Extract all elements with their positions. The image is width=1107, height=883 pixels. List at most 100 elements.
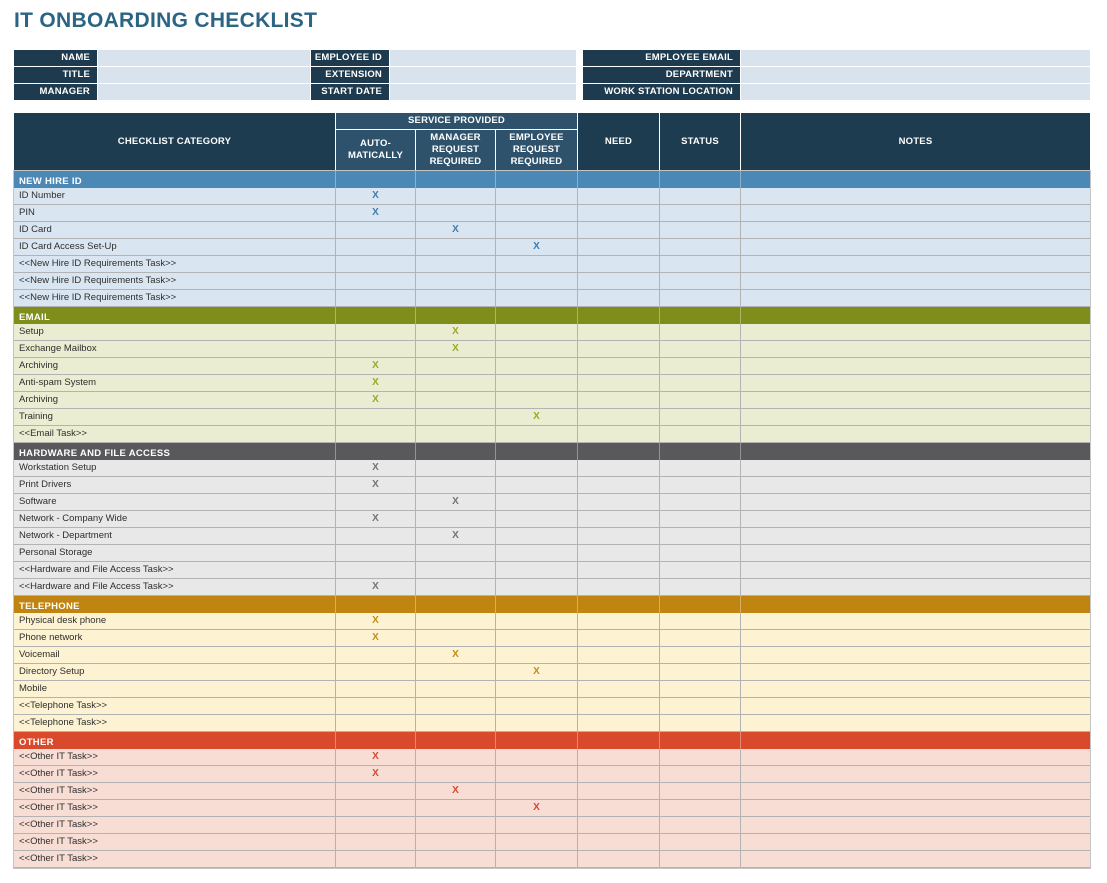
- cell-manager-request[interactable]: [416, 579, 496, 596]
- cell-notes[interactable]: [741, 630, 1090, 647]
- cell-manager-request[interactable]: [416, 477, 496, 494]
- row-label[interactable]: <<New Hire ID Requirements Task>>: [14, 273, 336, 290]
- cell-status[interactable]: [660, 205, 741, 222]
- cell-status[interactable]: [660, 494, 741, 511]
- row-label[interactable]: Voicemail: [14, 647, 336, 664]
- row-label[interactable]: PIN: [14, 205, 336, 222]
- cell-employee-request[interactable]: [496, 256, 578, 273]
- cell-employee-request[interactable]: X: [496, 409, 578, 426]
- cell-notes[interactable]: [741, 511, 1090, 528]
- cell-employee-request[interactable]: [496, 783, 578, 800]
- row-label[interactable]: <<Telephone Task>>: [14, 698, 336, 715]
- cell-notes[interactable]: [741, 358, 1090, 375]
- cell-notes[interactable]: [741, 222, 1090, 239]
- cell-automatically[interactable]: [336, 681, 416, 698]
- row-label[interactable]: ID Number: [14, 188, 336, 205]
- row-label[interactable]: Personal Storage: [14, 545, 336, 562]
- row-label[interactable]: Archiving: [14, 392, 336, 409]
- cell-automatically[interactable]: [336, 273, 416, 290]
- employee-email-input[interactable]: [741, 50, 1090, 66]
- cell-notes[interactable]: [741, 324, 1090, 341]
- row-label[interactable]: Workstation Setup: [14, 460, 336, 477]
- row-label[interactable]: Mobile: [14, 681, 336, 698]
- cell-employee-request[interactable]: [496, 426, 578, 443]
- cell-notes[interactable]: [741, 341, 1090, 358]
- cell-employee-request[interactable]: [496, 392, 578, 409]
- cell-employee-request[interactable]: [496, 205, 578, 222]
- row-label[interactable]: Directory Setup: [14, 664, 336, 681]
- cell-status[interactable]: [660, 800, 741, 817]
- row-label[interactable]: Print Drivers: [14, 477, 336, 494]
- cell-status[interactable]: [660, 222, 741, 239]
- cell-employee-request[interactable]: [496, 341, 578, 358]
- row-label[interactable]: <<New Hire ID Requirements Task>>: [14, 256, 336, 273]
- cell-employee-request[interactable]: [496, 511, 578, 528]
- cell-notes[interactable]: [741, 477, 1090, 494]
- row-label[interactable]: <<Other IT Task>>: [14, 800, 336, 817]
- cell-notes[interactable]: [741, 392, 1090, 409]
- cell-notes[interactable]: [741, 851, 1090, 868]
- cell-automatically[interactable]: X: [336, 579, 416, 596]
- cell-status[interactable]: [660, 426, 741, 443]
- cell-manager-request[interactable]: X: [416, 341, 496, 358]
- cell-manager-request[interactable]: X: [416, 324, 496, 341]
- cell-employee-request[interactable]: [496, 681, 578, 698]
- extension-input[interactable]: [390, 67, 576, 83]
- cell-status[interactable]: [660, 613, 741, 630]
- cell-notes[interactable]: [741, 290, 1090, 307]
- manager-input[interactable]: [98, 84, 310, 100]
- cell-notes[interactable]: [741, 273, 1090, 290]
- cell-status[interactable]: [660, 545, 741, 562]
- row-label[interactable]: Setup: [14, 324, 336, 341]
- cell-status[interactable]: [660, 239, 741, 256]
- cell-need[interactable]: [578, 800, 660, 817]
- cell-notes[interactable]: [741, 375, 1090, 392]
- cell-manager-request[interactable]: [416, 188, 496, 205]
- cell-need[interactable]: [578, 205, 660, 222]
- row-label[interactable]: <<Hardware and File Access Task>>: [14, 562, 336, 579]
- cell-need[interactable]: [578, 426, 660, 443]
- cell-status[interactable]: [660, 766, 741, 783]
- cell-need[interactable]: [578, 341, 660, 358]
- cell-need[interactable]: [578, 630, 660, 647]
- cell-manager-request[interactable]: [416, 681, 496, 698]
- cell-manager-request[interactable]: [416, 613, 496, 630]
- cell-status[interactable]: [660, 562, 741, 579]
- cell-automatically[interactable]: X: [336, 358, 416, 375]
- cell-automatically[interactable]: [336, 800, 416, 817]
- cell-status[interactable]: [660, 749, 741, 766]
- cell-automatically[interactable]: X: [336, 613, 416, 630]
- cell-status[interactable]: [660, 477, 741, 494]
- cell-manager-request[interactable]: [416, 358, 496, 375]
- cell-notes[interactable]: [741, 562, 1090, 579]
- row-label[interactable]: <<Hardware and File Access Task>>: [14, 579, 336, 596]
- cell-need[interactable]: [578, 460, 660, 477]
- cell-status[interactable]: [660, 273, 741, 290]
- row-label[interactable]: Phone network: [14, 630, 336, 647]
- cell-need[interactable]: [578, 494, 660, 511]
- row-label[interactable]: <<New Hire ID Requirements Task>>: [14, 290, 336, 307]
- row-label[interactable]: <<Other IT Task>>: [14, 783, 336, 800]
- cell-need[interactable]: [578, 256, 660, 273]
- cell-need[interactable]: [578, 545, 660, 562]
- cell-automatically[interactable]: [336, 341, 416, 358]
- cell-automatically[interactable]: X: [336, 188, 416, 205]
- cell-status[interactable]: [660, 851, 741, 868]
- cell-status[interactable]: [660, 579, 741, 596]
- row-label[interactable]: Network - Department: [14, 528, 336, 545]
- row-label[interactable]: <<Other IT Task>>: [14, 766, 336, 783]
- row-label[interactable]: <<Other IT Task>>: [14, 817, 336, 834]
- cell-notes[interactable]: [741, 664, 1090, 681]
- cell-employee-request[interactable]: [496, 613, 578, 630]
- cell-manager-request[interactable]: X: [416, 783, 496, 800]
- cell-status[interactable]: [660, 188, 741, 205]
- cell-status[interactable]: [660, 783, 741, 800]
- cell-notes[interactable]: [741, 239, 1090, 256]
- cell-manager-request[interactable]: [416, 800, 496, 817]
- cell-need[interactable]: [578, 477, 660, 494]
- cell-automatically[interactable]: [336, 324, 416, 341]
- cell-manager-request[interactable]: [416, 511, 496, 528]
- cell-employee-request[interactable]: [496, 290, 578, 307]
- cell-manager-request[interactable]: [416, 749, 496, 766]
- cell-notes[interactable]: [741, 681, 1090, 698]
